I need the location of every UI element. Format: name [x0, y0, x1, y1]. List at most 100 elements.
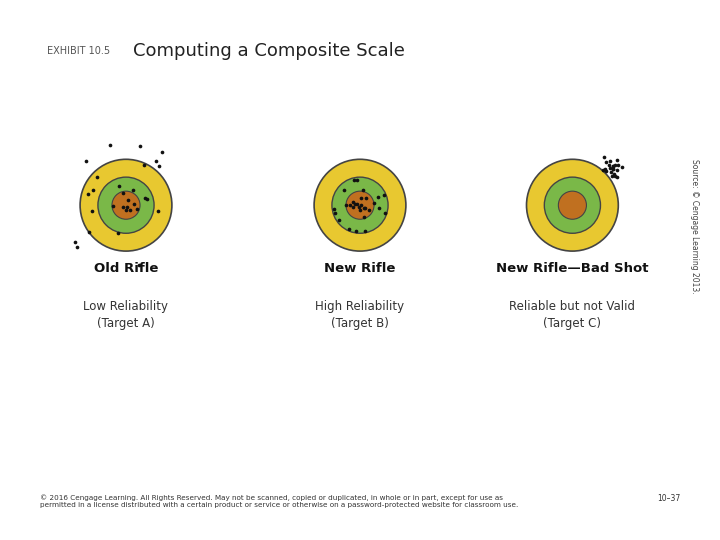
- Text: High Reliability
(Target B): High Reliability (Target B): [315, 300, 405, 330]
- Point: [351, 200, 363, 208]
- Point: [330, 208, 341, 217]
- Point: [91, 172, 103, 181]
- Point: [355, 194, 366, 202]
- Point: [329, 205, 341, 213]
- Point: [359, 212, 370, 221]
- Point: [150, 156, 162, 165]
- Point: [598, 153, 610, 161]
- Point: [372, 192, 383, 201]
- Point: [122, 195, 134, 204]
- Point: [122, 203, 133, 212]
- Point: [354, 202, 365, 211]
- Point: [81, 157, 92, 165]
- Point: [599, 165, 611, 174]
- Point: [338, 186, 350, 194]
- Point: [613, 160, 624, 169]
- Point: [611, 165, 622, 174]
- Ellipse shape: [332, 177, 388, 233]
- Point: [373, 204, 384, 212]
- Point: [87, 186, 99, 194]
- Point: [612, 156, 624, 164]
- Point: [354, 205, 366, 214]
- Point: [600, 158, 612, 167]
- Point: [609, 161, 621, 170]
- Point: [131, 204, 143, 213]
- Point: [141, 194, 153, 203]
- Text: Source: © Cengage Learning 2013.: Source: © Cengage Learning 2013.: [690, 159, 699, 294]
- Point: [598, 166, 609, 174]
- Point: [112, 229, 124, 238]
- Ellipse shape: [346, 191, 374, 219]
- Point: [139, 194, 150, 202]
- Point: [604, 164, 616, 173]
- Point: [120, 205, 131, 214]
- Point: [104, 140, 115, 149]
- Text: New Rifle: New Rifle: [324, 262, 396, 275]
- Point: [84, 228, 95, 237]
- Point: [341, 201, 352, 210]
- Point: [604, 157, 616, 166]
- Point: [134, 261, 145, 269]
- Point: [135, 142, 146, 151]
- Ellipse shape: [559, 191, 586, 219]
- Point: [333, 216, 345, 225]
- Point: [368, 199, 379, 207]
- Point: [347, 202, 359, 211]
- Ellipse shape: [544, 177, 600, 233]
- Point: [359, 204, 371, 213]
- Text: © 2016 Cengage Learning. All Rights Reserved. May not be scanned, copied or dupl: © 2016 Cengage Learning. All Rights Rese…: [40, 494, 518, 508]
- Text: EXHIBIT 10.5: EXHIBIT 10.5: [47, 46, 110, 56]
- Point: [359, 204, 370, 212]
- Point: [351, 175, 363, 184]
- Point: [612, 172, 624, 181]
- Point: [71, 242, 83, 251]
- Point: [343, 224, 355, 233]
- Point: [603, 160, 614, 169]
- Point: [359, 226, 371, 235]
- Point: [609, 172, 621, 181]
- Point: [616, 163, 628, 171]
- Point: [608, 169, 620, 178]
- Text: 10–37: 10–37: [657, 494, 680, 503]
- Point: [69, 238, 81, 246]
- Point: [117, 189, 129, 198]
- Point: [608, 165, 619, 174]
- Text: Old Rifle: Old Rifle: [94, 262, 158, 275]
- Ellipse shape: [314, 159, 406, 251]
- Point: [378, 191, 390, 199]
- Point: [348, 176, 359, 185]
- Point: [128, 200, 140, 208]
- Point: [127, 185, 139, 194]
- Ellipse shape: [112, 191, 140, 219]
- Point: [350, 200, 361, 208]
- Point: [107, 202, 119, 211]
- Point: [350, 226, 361, 235]
- Point: [355, 200, 366, 209]
- Ellipse shape: [98, 177, 154, 233]
- Text: Computing a Composite Scale: Computing a Composite Scale: [133, 42, 405, 60]
- Point: [82, 190, 94, 199]
- Point: [86, 206, 98, 215]
- Point: [113, 181, 125, 190]
- Point: [607, 162, 618, 171]
- Text: Reliable but not Valid
(Target C): Reliable but not Valid (Target C): [510, 300, 635, 330]
- Point: [138, 160, 150, 169]
- Ellipse shape: [80, 159, 172, 251]
- Point: [118, 202, 130, 211]
- Point: [607, 165, 618, 173]
- Point: [608, 162, 619, 171]
- Point: [361, 194, 372, 202]
- Point: [153, 161, 165, 170]
- Point: [156, 147, 168, 156]
- Point: [153, 207, 164, 215]
- Text: Low Reliability
(Target A): Low Reliability (Target A): [84, 300, 168, 330]
- Point: [606, 172, 618, 180]
- Point: [605, 167, 616, 176]
- Point: [358, 186, 369, 194]
- Ellipse shape: [526, 159, 618, 251]
- Point: [125, 206, 136, 214]
- Point: [379, 209, 390, 218]
- Point: [600, 167, 611, 176]
- Point: [344, 201, 356, 210]
- Point: [364, 205, 375, 214]
